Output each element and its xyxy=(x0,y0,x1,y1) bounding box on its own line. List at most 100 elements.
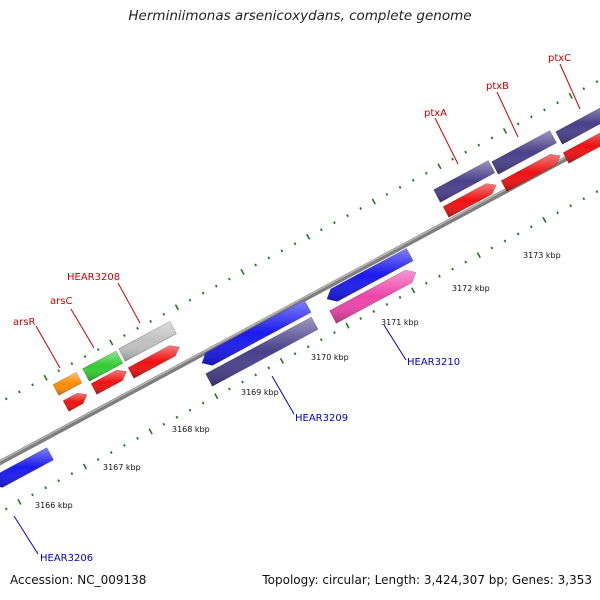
gene-features xyxy=(0,103,600,488)
minor-tick xyxy=(543,108,546,112)
minor-tick xyxy=(70,472,74,476)
gene-label-ptxA[interactable]: ptxA xyxy=(424,108,447,119)
major-tick xyxy=(17,498,22,505)
minor-tick xyxy=(267,256,271,260)
gene-arsC-arrow[interactable] xyxy=(90,369,128,395)
minor-tick xyxy=(136,326,139,330)
minor-tick xyxy=(228,277,231,281)
minor-tick xyxy=(123,333,126,337)
minor-tick xyxy=(319,338,323,342)
ruler-ticks xyxy=(4,80,599,511)
gene-HEAR3209-track[interactable] xyxy=(205,316,319,387)
gene-ptxB-arrow[interactable] xyxy=(500,153,561,192)
minor-tick xyxy=(162,312,166,316)
minor-tick xyxy=(70,362,74,366)
minor-tick xyxy=(569,204,573,208)
leader-line xyxy=(559,63,581,110)
minor-tick xyxy=(424,281,428,285)
minor-tick xyxy=(241,380,244,384)
leader-line xyxy=(271,375,295,415)
minor-tick xyxy=(201,401,205,405)
gene-label-HEAR3206[interactable]: HEAR3206 xyxy=(40,553,93,564)
minor-tick xyxy=(109,451,113,454)
minor-tick xyxy=(162,422,166,426)
minor-tick xyxy=(582,197,586,201)
minor-tick xyxy=(254,263,258,267)
scale-label: 3169 kbp xyxy=(241,388,279,397)
minor-tick xyxy=(228,387,231,391)
minor-tick xyxy=(4,397,8,401)
minor-tick xyxy=(490,246,494,250)
gene-HEAR3208-box[interactable] xyxy=(118,320,177,362)
gene-label-HEAR3208[interactable]: HEAR3208 xyxy=(67,272,120,283)
gene-HEAR3208-arrow[interactable] xyxy=(127,345,180,379)
scale-label: 3166 kbp xyxy=(35,501,73,510)
minor-tick xyxy=(582,87,586,91)
major-tick xyxy=(214,393,219,400)
major-tick xyxy=(43,374,48,381)
minor-tick xyxy=(464,260,468,264)
major-tick xyxy=(148,428,153,435)
minor-tick xyxy=(57,369,61,373)
scale-label: 3167 kbp xyxy=(103,463,141,472)
gene-arsC-box[interactable] xyxy=(82,350,124,382)
major-tick xyxy=(568,92,573,99)
scale-label: 3173 kbp xyxy=(523,251,561,260)
leader-line xyxy=(35,325,61,369)
gene-HEAR3206-box[interactable] xyxy=(0,447,54,488)
major-tick xyxy=(437,163,442,170)
minor-tick xyxy=(529,225,533,229)
minor-tick xyxy=(149,319,153,323)
gene-HEAR3210-track[interactable] xyxy=(329,269,417,324)
genome-title: Herminiimonas arsenicoxydans, complete g… xyxy=(128,8,472,24)
gene-label-ptxB[interactable]: ptxB xyxy=(486,81,509,92)
minor-tick xyxy=(346,214,349,218)
gene-label-arsR[interactable]: arsR xyxy=(13,317,35,328)
minor-tick xyxy=(280,249,284,253)
leader-line xyxy=(383,324,407,361)
gene-ptxA-arrow[interactable] xyxy=(442,183,497,218)
major-tick xyxy=(174,304,180,311)
minor-tick xyxy=(83,355,87,359)
gene-arsR-box[interactable] xyxy=(52,371,83,396)
minor-tick xyxy=(372,310,376,313)
minor-tick xyxy=(477,143,481,147)
scale-label: 3170 kbp xyxy=(311,353,349,362)
gene-label-ptxC[interactable]: ptxC xyxy=(548,53,571,64)
leader-line xyxy=(70,308,95,349)
minor-tick xyxy=(595,190,599,194)
scale-label: 3172 kbp xyxy=(452,284,490,293)
minor-tick xyxy=(451,267,454,271)
gene-label-HEAR3210[interactable]: HEAR3210 xyxy=(407,357,460,368)
minor-tick xyxy=(214,284,218,288)
minor-tick xyxy=(319,228,323,232)
minor-tick xyxy=(31,383,34,387)
minor-tick xyxy=(438,274,441,278)
leader-line xyxy=(496,91,519,138)
major-tick xyxy=(82,463,88,470)
minor-tick xyxy=(136,436,139,440)
gene-ptxC-box[interactable] xyxy=(555,103,600,145)
gene-HEAR3210-box[interactable] xyxy=(326,247,414,302)
major-tick xyxy=(240,268,245,276)
major-tick xyxy=(476,252,481,259)
minor-tick xyxy=(451,157,454,161)
minor-tick xyxy=(267,366,271,370)
gene-HEAR3209-box[interactable] xyxy=(201,299,312,366)
minor-tick xyxy=(96,458,100,462)
minor-tick xyxy=(188,408,192,412)
accession-text: Accession: NC_009138 xyxy=(10,573,147,587)
gene-ptxA-box[interactable] xyxy=(433,160,496,203)
minor-tick xyxy=(490,136,494,140)
minor-tick xyxy=(398,295,402,299)
gene-arsR-arrow[interactable] xyxy=(62,392,88,412)
major-tick xyxy=(279,357,285,364)
minor-tick xyxy=(411,178,415,182)
minor-tick xyxy=(529,115,533,119)
minor-tick xyxy=(595,80,599,84)
gene-ptxB-box[interactable] xyxy=(491,130,557,175)
leader-line xyxy=(13,515,39,555)
gene-label-HEAR3209[interactable]: HEAR3209 xyxy=(295,413,348,424)
gene-ptxC-arrow[interactable] xyxy=(562,128,600,164)
gene-label-arsC[interactable]: arsC xyxy=(50,296,72,307)
